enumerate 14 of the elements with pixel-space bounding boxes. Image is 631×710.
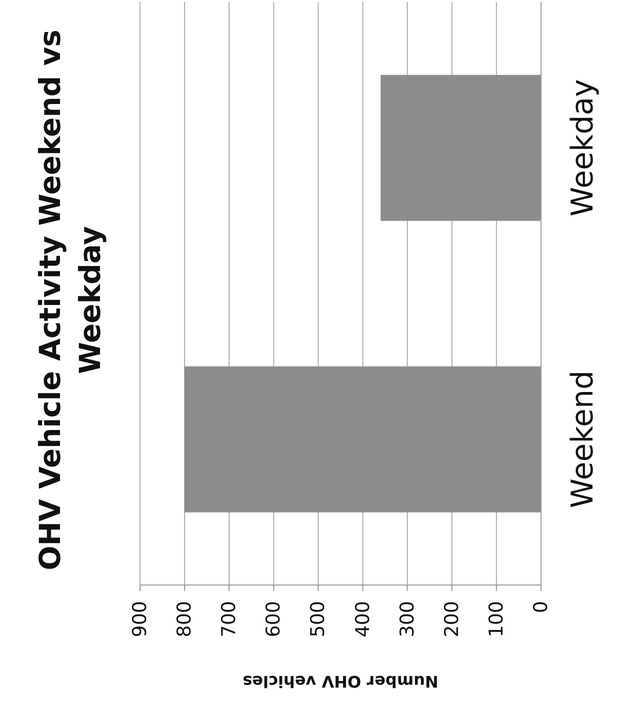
- x-tick-label: 600: [262, 601, 285, 638]
- x-tick-label: 500: [307, 601, 330, 638]
- x-tick-label: 300: [396, 601, 418, 638]
- x-tick-label: 200: [440, 601, 463, 638]
- x-tick-label: 800: [174, 601, 196, 638]
- x-axis-title: Number OHV vehicles: [242, 672, 438, 691]
- x-tick-label: 100: [485, 601, 508, 638]
- x-tick-label: 400: [352, 601, 374, 638]
- y-tick-label: Weekend: [566, 370, 600, 508]
- x-tick-label: 0: [530, 601, 552, 614]
- x-tick-label: 900: [129, 601, 151, 638]
- x-tick-label: 700: [218, 601, 240, 638]
- text: OHV Vehicle Activity Weekend vs Weekday: [33, 30, 107, 570]
- y-tick-label: Weekday: [566, 79, 600, 216]
